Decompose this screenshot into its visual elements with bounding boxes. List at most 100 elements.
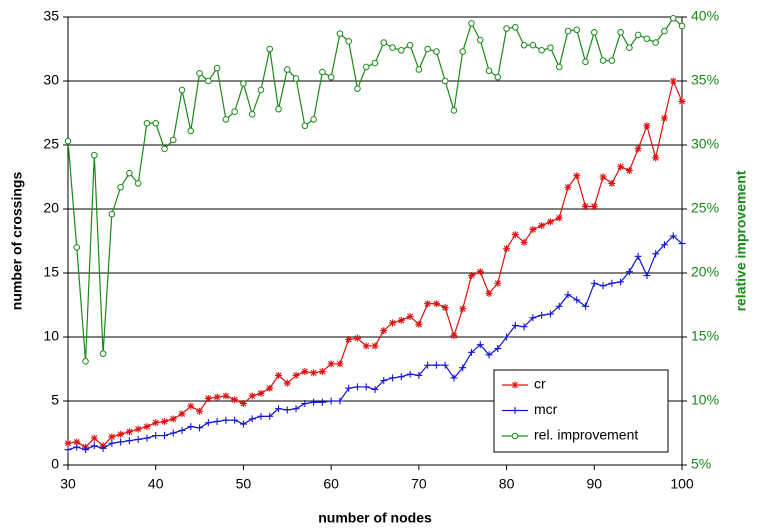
point: [222, 392, 230, 400]
point: [134, 425, 142, 433]
point: [213, 417, 221, 425]
point: [590, 279, 598, 287]
point: [626, 44, 633, 52]
point: [354, 85, 361, 92]
point: [582, 302, 590, 310]
point: [82, 358, 89, 365]
point: [406, 41, 414, 49]
point: [292, 75, 300, 82]
y2-tick-label: 35%: [691, 72, 719, 88]
legend-label: cr: [534, 376, 546, 392]
point: [538, 46, 545, 54]
point: [546, 218, 554, 226]
legend-marker: [511, 407, 519, 414]
point: [608, 57, 616, 64]
point: [389, 319, 397, 327]
point: [178, 426, 186, 434]
point: [432, 361, 440, 369]
y2-tick-label: 40%: [691, 8, 719, 24]
point: [134, 435, 142, 443]
y2-tick-label: 20%: [691, 264, 719, 280]
y-axis-title: number of crossings: [9, 172, 25, 311]
point: [239, 420, 247, 428]
point: [660, 241, 668, 249]
point: [678, 240, 686, 248]
y2-tick-label: 5%: [691, 456, 711, 472]
point: [310, 369, 318, 377]
point: [362, 342, 370, 350]
point: [564, 27, 572, 35]
point: [301, 122, 309, 130]
point: [353, 383, 361, 391]
point: [389, 374, 397, 382]
point: [441, 77, 449, 85]
point: [231, 108, 238, 116]
point: [196, 407, 204, 415]
point: [152, 419, 160, 427]
point: [643, 122, 651, 130]
point: [90, 442, 98, 450]
point: [511, 321, 519, 329]
point: [353, 334, 361, 342]
point: [371, 385, 379, 393]
y-tick-label: 30: [43, 72, 59, 88]
point: [573, 172, 581, 180]
point: [248, 110, 256, 118]
point: [669, 77, 677, 85]
point: [64, 137, 72, 145]
point: [582, 58, 589, 66]
point: [283, 406, 291, 414]
point: [362, 63, 370, 71]
y2-axis-title: relative improvement: [733, 170, 749, 311]
point: [222, 116, 230, 123]
point: [125, 437, 133, 445]
y2-tick-label: 25%: [691, 200, 719, 216]
point: [310, 116, 317, 123]
point: [283, 66, 291, 73]
point: [450, 374, 458, 382]
point: [160, 417, 168, 425]
point: [275, 371, 283, 379]
point: [187, 423, 195, 431]
point: [380, 327, 388, 335]
point: [459, 305, 467, 313]
x-axis-title: number of nodes: [318, 510, 432, 526]
point: [380, 39, 388, 46]
point: [64, 446, 72, 454]
y-tick-label: 5: [51, 392, 59, 408]
point: [424, 361, 432, 369]
point: [283, 379, 291, 387]
point: [503, 25, 510, 32]
point: [213, 393, 221, 401]
point: [301, 400, 309, 408]
point: [160, 432, 168, 440]
point: [117, 430, 125, 438]
point: [406, 313, 414, 321]
point: [143, 423, 151, 431]
y2-tick-label: 10%: [691, 392, 719, 408]
point: [169, 429, 177, 437]
point: [459, 48, 467, 55]
point: [582, 202, 590, 210]
point: [669, 232, 677, 240]
y2-tick-label: 15%: [691, 328, 719, 344]
point: [327, 360, 335, 368]
point: [64, 439, 72, 447]
point: [476, 36, 484, 44]
point: [152, 432, 160, 440]
x-tick-label: 90: [586, 476, 602, 492]
y-tick-label: 15: [43, 264, 59, 280]
point: [318, 368, 326, 376]
point: [371, 59, 379, 67]
point: [529, 41, 537, 49]
point: [231, 416, 239, 424]
y-tick-label: 10: [43, 328, 59, 344]
point: [433, 48, 440, 55]
point: [494, 73, 502, 81]
legend-label: rel. improvement: [534, 427, 638, 443]
point: [108, 439, 116, 447]
point: [511, 231, 519, 239]
point: [126, 169, 133, 177]
point: [125, 428, 133, 436]
y-tick-label: 20: [43, 200, 59, 216]
